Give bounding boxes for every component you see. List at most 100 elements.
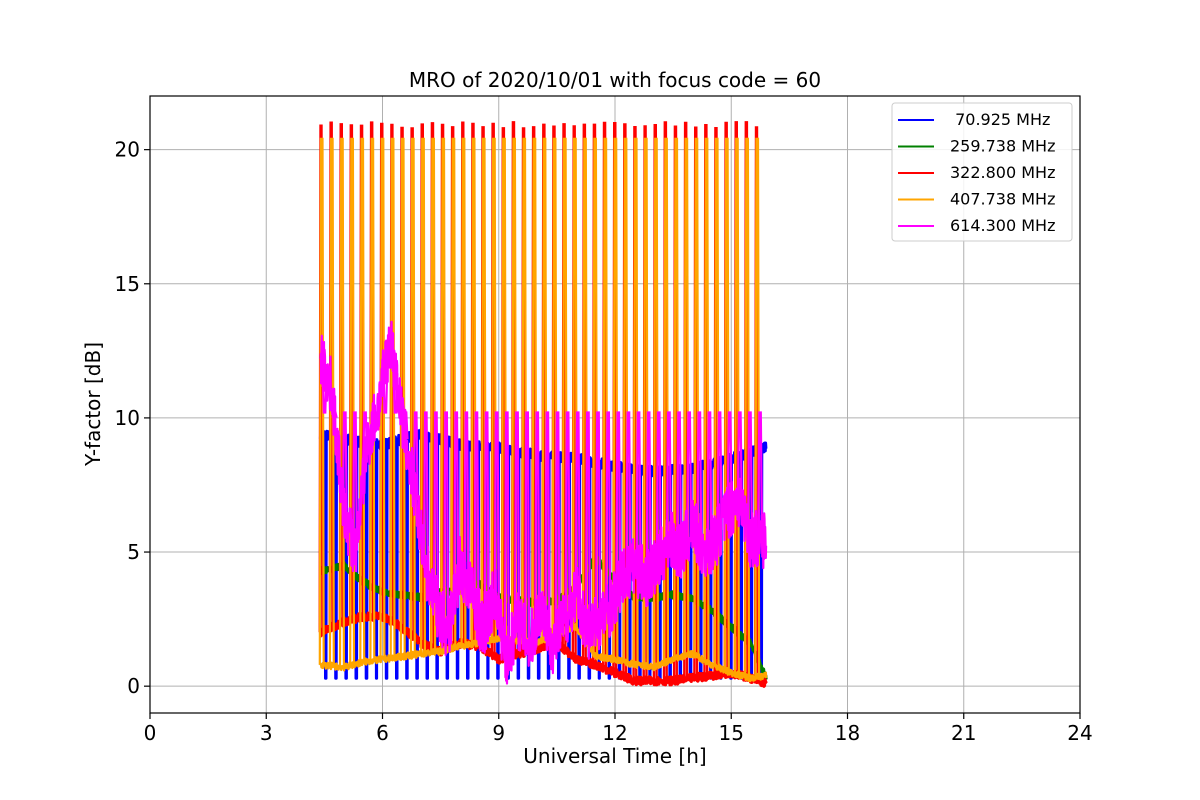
calibration-pulse — [582, 137, 589, 641]
calibration-pulse — [676, 411, 683, 550]
x-tick-label: 6 — [376, 721, 389, 745]
calibration-pulse — [531, 137, 538, 643]
calibration-pulse — [723, 137, 730, 671]
y-tick-label: 20 — [115, 138, 140, 162]
x-tick-label: 24 — [1067, 721, 1092, 745]
calibration-pulse — [632, 137, 639, 665]
calibration-pulse — [736, 411, 743, 502]
calibration-pulse — [359, 137, 366, 663]
x-tick-label: 12 — [602, 721, 627, 745]
calibration-pulse — [493, 411, 500, 604]
calibration-pulse — [683, 137, 690, 656]
calibration-pulse — [432, 411, 439, 604]
calibration-pulse — [524, 411, 531, 640]
calibration-pulse — [744, 137, 751, 678]
calibration-pulse — [642, 137, 649, 667]
calibration-pulse — [706, 411, 713, 546]
calibration-pulse — [362, 411, 369, 463]
y-tick-label: 15 — [115, 272, 140, 296]
calibration-pulse — [338, 137, 345, 668]
x-tick-label: 18 — [835, 721, 860, 745]
x-tick-label: 9 — [492, 721, 505, 745]
calibration-pulse — [693, 137, 700, 657]
calibration-pulse — [757, 411, 764, 539]
calibration-pulse — [382, 365, 389, 414]
calibration-pulse — [473, 411, 480, 610]
calibration-pulse — [392, 373, 399, 414]
calibration-pulse — [713, 137, 720, 667]
calibration-pulse — [349, 137, 356, 666]
legend-label: 614.300 MHz — [950, 216, 1055, 235]
chart-title: MRO of 2020/10/01 with focus code = 60 — [409, 68, 821, 92]
calibration-pulse — [351, 411, 358, 551]
calibration-pulse — [463, 411, 470, 581]
calibration-pulse — [645, 411, 652, 576]
calibration-pulse — [460, 137, 467, 646]
axis-ticks: 0 3 6 9 12 15 18 21 24 0 5 10 15 20 — [115, 138, 1093, 745]
calibration-pulse — [483, 411, 490, 621]
calibration-pulse — [716, 411, 723, 530]
calibration-pulse — [422, 411, 429, 568]
calibration-pulse — [622, 137, 629, 663]
calibration-pulse — [513, 411, 520, 624]
legend-label: 322.800 MHz — [950, 163, 1055, 182]
calibration-pulse — [754, 137, 761, 678]
legend-label: 407.738 MHz — [950, 190, 1055, 209]
calibration-pulse — [372, 411, 379, 417]
legend-label: 259.738 MHz — [950, 137, 1055, 156]
calibration-pulse — [430, 137, 437, 653]
calibration-pulse — [480, 137, 487, 643]
calibration-pulse — [584, 411, 591, 633]
y-tick-label: 0 — [127, 674, 140, 698]
calibration-pulse — [551, 137, 558, 634]
calibration-pulse — [605, 411, 612, 610]
x-axis-label: Universal Time [h] — [523, 744, 706, 768]
calibration-pulse — [652, 137, 659, 667]
calibration-pulse — [409, 137, 416, 656]
y-axis-label: Y-factor [dB] — [81, 342, 105, 467]
x-tick-label: 15 — [719, 721, 744, 745]
calibration-pulse — [470, 137, 477, 645]
calibration-pulse — [554, 411, 561, 636]
calibration-pulse — [746, 411, 753, 537]
x-tick-label: 21 — [951, 721, 976, 745]
y-tick-label: 10 — [115, 406, 140, 430]
calibration-pulse — [726, 411, 733, 510]
calibration-pulse — [341, 411, 348, 516]
calibration-pulse — [453, 411, 460, 588]
x-tick-label: 0 — [144, 721, 157, 745]
legend-label: 70.925 MHz — [950, 110, 1050, 129]
calibration-pulse — [450, 137, 457, 648]
calibration-pulse — [402, 411, 409, 440]
calibration-pulse — [440, 137, 447, 651]
calibration-pulse — [665, 411, 672, 540]
calibration-pulse — [595, 411, 601, 621]
calibration-pulse — [331, 411, 338, 418]
series-layer — [318, 121, 768, 688]
calibration-pulse — [321, 368, 328, 414]
calibration-pulse — [686, 411, 693, 533]
calibration-pulse — [574, 411, 581, 598]
calibration-pulse — [612, 137, 619, 660]
calibration-pulse — [544, 411, 551, 627]
calibration-pulse — [420, 137, 426, 654]
calibration-pulse — [733, 137, 740, 675]
calibration-pulse — [534, 411, 541, 621]
calibration-pulse — [615, 411, 622, 590]
calibration-pulse — [561, 137, 568, 631]
legend-box — [891, 102, 1073, 242]
calibration-pulse — [503, 411, 510, 659]
calibration-pulse — [501, 137, 508, 639]
calibration-pulse — [696, 411, 703, 541]
calibration-pulse — [511, 137, 518, 641]
series-4 — [319, 320, 768, 685]
calibration-pulse — [625, 411, 632, 573]
calibration-pulse — [443, 411, 450, 628]
legend: 70.925 MHz 259.738 MHz 322.800 MHz 407.738 … — [891, 102, 1073, 242]
calibration-pulse — [635, 411, 642, 571]
calibration-pulse — [673, 137, 680, 659]
calibration-pulse — [541, 137, 548, 640]
calibration-pulse — [521, 137, 528, 642]
y-tick-label: 5 — [127, 540, 140, 564]
